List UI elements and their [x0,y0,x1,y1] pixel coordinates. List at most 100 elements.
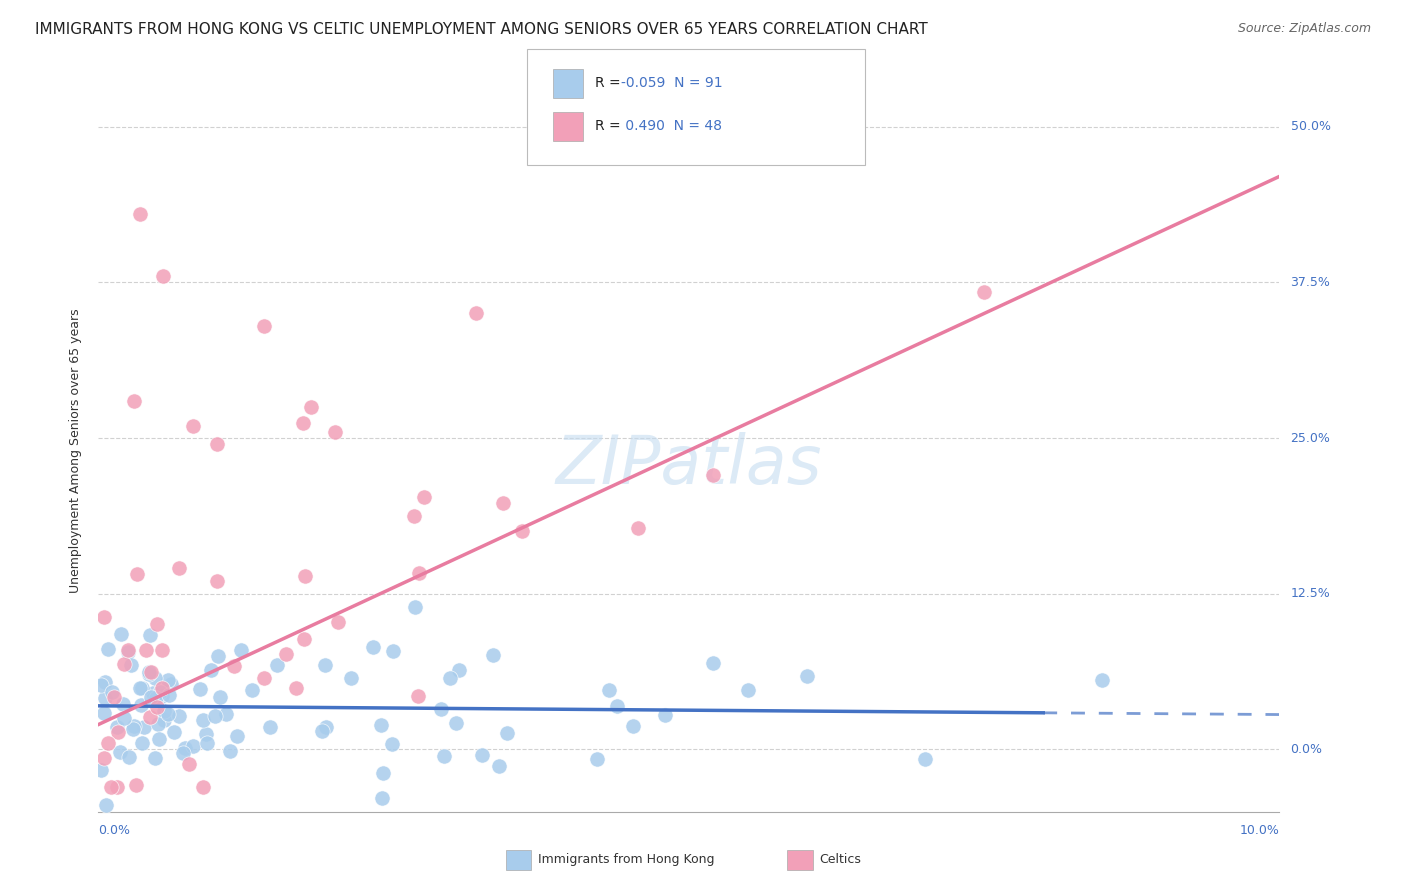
Point [606,698,628,713]
Point [93,706,115,721]
Point [183,739,205,754]
Point [131,736,153,750]
Point [586,752,609,766]
Point [284,681,307,695]
Point [510,524,533,538]
Point [225,729,247,743]
Point [93,610,115,624]
Point [117,643,139,657]
Point [135,642,157,657]
Point [177,756,200,771]
Point [122,722,145,736]
Point [371,766,394,780]
Point [492,496,515,510]
Text: Immigrants from Hong Kong: Immigrants from Hong Kong [538,854,716,866]
Point [162,724,184,739]
Point [131,681,153,696]
Point [737,683,759,698]
Point [207,649,229,664]
Point [105,720,128,734]
Point [973,285,995,300]
Text: 0.0%: 0.0% [1291,743,1323,756]
Point [488,759,510,773]
Point [370,791,392,805]
Text: 12.5%: 12.5% [1291,587,1330,600]
Point [139,628,162,642]
Text: 0.490  N = 48: 0.490 N = 48 [621,119,723,133]
Text: 10.0%: 10.0% [1240,824,1279,838]
Point [191,713,214,727]
Point [294,569,316,583]
Point [105,780,128,794]
Point [167,561,190,575]
Point [328,615,350,630]
Point [112,697,135,711]
Point [150,643,173,657]
Point [110,627,132,641]
Point [266,658,288,673]
Point [94,798,117,813]
Point [465,306,488,320]
Point [446,716,468,731]
Point [274,647,297,661]
Point [157,689,180,703]
Point [120,657,142,672]
Point [231,643,253,657]
Point [139,710,162,724]
Point [240,683,263,698]
Point [408,690,430,704]
Point [125,778,148,792]
Point [153,704,176,718]
Point [150,689,173,703]
Text: R =: R = [595,76,624,90]
Point [299,400,322,414]
Point [138,665,160,679]
Point [702,468,724,483]
Point [598,682,620,697]
Point [215,706,238,721]
Point [1091,673,1114,687]
Point [107,725,129,739]
Text: 0.0%: 0.0% [98,824,131,838]
Point [195,736,218,750]
Point [404,600,426,615]
Point [167,709,190,723]
Point [157,673,180,688]
Point [143,751,166,765]
Point [103,690,125,704]
Point [402,508,425,523]
Point [146,699,169,714]
Point [94,691,117,706]
Point [153,714,176,728]
Point [413,490,436,504]
Point [145,691,167,706]
Point [160,677,183,691]
Point [132,720,155,734]
Point [141,665,163,679]
Text: 37.5%: 37.5% [1291,276,1330,289]
Point [361,640,384,655]
Point [108,744,131,758]
Point [259,720,281,734]
Point [93,751,115,765]
Point [224,659,246,673]
Point [131,698,153,712]
Point [146,716,169,731]
Point [112,657,135,672]
Point [253,318,276,333]
Point [200,663,222,677]
Point [430,702,453,716]
Point [208,690,231,705]
Point [218,744,240,758]
Text: R =: R = [595,119,624,133]
Point [495,726,517,740]
Point [621,718,644,732]
Point [323,425,346,439]
Point [627,521,650,535]
Point [117,645,139,659]
Point [654,707,676,722]
Point [139,690,162,705]
Point [149,685,172,699]
Point [157,707,180,722]
Point [314,657,336,672]
